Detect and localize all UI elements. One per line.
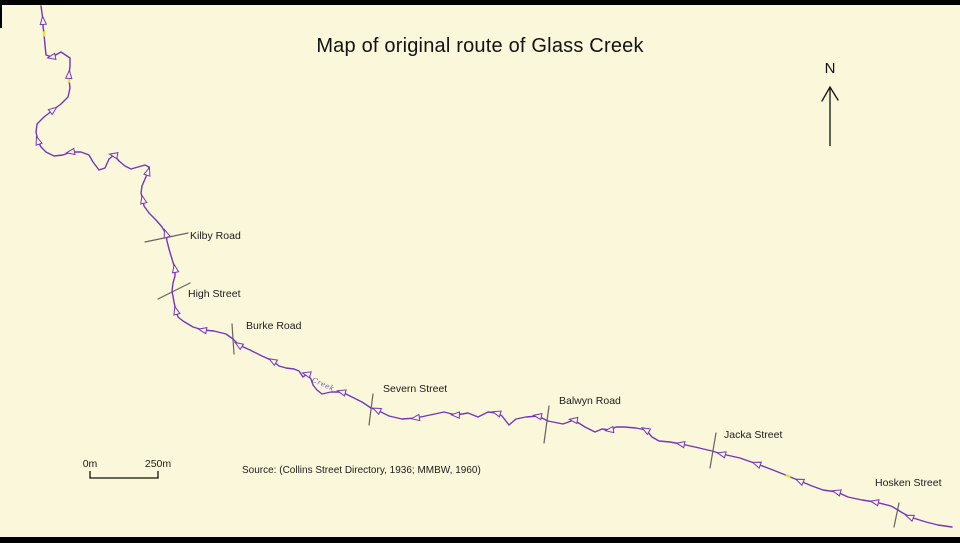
- street-label-severn-street: Severn Street: [383, 383, 448, 395]
- creek-flow-arrow-icon: [197, 326, 208, 335]
- creek-flow-arrow-icon: [173, 305, 181, 316]
- creek-flow-arrow-icon: [336, 389, 347, 397]
- street-label-hosken-street: Hosken Street: [875, 477, 942, 489]
- creek-flow-arrow-icon: [831, 489, 842, 497]
- creek-flow-arrow-icon: [301, 371, 312, 379]
- creek-flow-arrow-icon: [46, 52, 57, 61]
- street-label-jacka-street: Jacka Street: [724, 429, 783, 441]
- street-line-high-street: [157, 282, 191, 300]
- border-left-sliver: [0, 0, 2, 28]
- creek-flow-arrow-icon: [675, 440, 686, 449]
- source-citation: Source: (Collins Street Directory, 1936;…: [242, 465, 481, 476]
- scale-bar: [89, 471, 159, 479]
- creek-flow-arrow-icon: [532, 412, 543, 421]
- creek-flow-arrow-icon: [64, 68, 73, 80]
- street-line-severn-street: [368, 393, 374, 426]
- north-label: N: [824, 60, 836, 77]
- creek-flow-arrow-icon: [568, 416, 579, 425]
- street-line-hosken-street: [893, 502, 900, 528]
- creek-flow-arrow-icon: [751, 461, 763, 469]
- creek-line: [35, 5, 953, 528]
- street-label-kilby-road: Kilby Road: [190, 230, 241, 242]
- border-top: [0, 0, 960, 5]
- creek-flow-arrow-icon: [491, 410, 502, 418]
- creek-flow-arrow-icon: [371, 407, 383, 416]
- north-arrow-head-icon: [821, 85, 839, 102]
- creek-flow-arrow-icon: [869, 499, 880, 507]
- creek-flow-arrow-icon: [65, 147, 76, 156]
- creek-flow-arrow-icon: [39, 15, 48, 26]
- creek-flow-arrow-icon: [716, 451, 727, 459]
- creek-flow-arrow-icon: [35, 135, 43, 146]
- creek-flow-arrow-icon: [450, 411, 461, 419]
- street-label-balwyn-road: Balwyn Road: [559, 395, 621, 407]
- street-line-balwyn-road: [543, 405, 550, 444]
- creek-highlight-tick: [785, 473, 791, 479]
- creek-flow-arrow-icon: [267, 357, 279, 367]
- creek-flow-arrow-icon: [47, 106, 58, 116]
- scale-start-label: 0m: [82, 458, 98, 470]
- creek-flow-arrow-icon: [163, 228, 171, 239]
- street-label-burke-road: Burke Road: [246, 320, 302, 332]
- creek-flow-arrow-icon: [171, 263, 180, 274]
- creek-flow-arrow-icon: [794, 478, 806, 487]
- street-label-high-street: High Street: [188, 288, 241, 300]
- scale-end-label: 250m: [144, 458, 172, 470]
- map-title: Map of original route of Glass Creek: [316, 35, 644, 57]
- creek-flow-arrow-icon: [143, 166, 151, 177]
- border-bottom: [0, 537, 960, 543]
- creek-flow-arrow-icon: [233, 341, 245, 351]
- creek-flow-arrow-icon: [604, 425, 615, 434]
- creek-flow-arrow-icon: [640, 427, 652, 436]
- creek-flow-arrow-icon: [410, 413, 421, 422]
- creek-flow-arrow-icon: [140, 194, 148, 205]
- creek-flow-arrow-icon: [108, 151, 119, 160]
- street-line-jacka-street: [709, 432, 717, 469]
- creek-flow-arrow-icon: [904, 514, 916, 522]
